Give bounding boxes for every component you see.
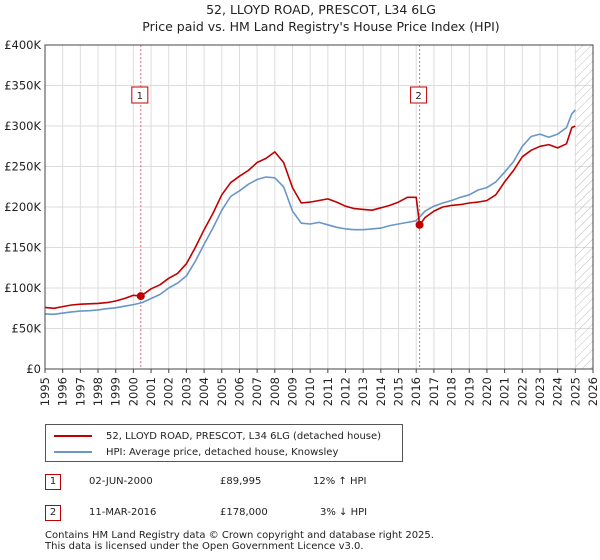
plot-frame: [44, 44, 594, 370]
x-tick-label: 2009: [285, 377, 299, 406]
sale-points: [136, 220, 424, 301]
x-tick-label: 2021: [498, 377, 512, 406]
chart-title: 52, LLOYD ROAD, PRESCOT, L34 6LG: [206, 2, 436, 17]
legend-item-property: 52, LLOYD ROAD, PRESCOT, L34 6LG (detach…: [54, 429, 381, 443]
x-tick-label: 1996: [56, 377, 70, 406]
transaction-price: £89,995: [220, 476, 262, 487]
transaction-badge: 2: [45, 505, 61, 521]
x-tick-label: 1999: [109, 377, 123, 406]
transaction-delta: 12% ↑ HPI: [313, 476, 367, 487]
sale-badge: [410, 86, 428, 104]
x-tick-label: 2015: [392, 377, 406, 406]
price-chart: 52, LLOYD ROAD, PRESCOT, L34 6LG Price p…: [4, 2, 600, 406]
x-tick-label: 2007: [250, 377, 264, 406]
transaction-delta: 3% ↓ HPI: [320, 507, 368, 518]
y-tick-label: £150K: [4, 241, 41, 255]
legend: 52, LLOYD ROAD, PRESCOT, L34 6LG (detach…: [45, 424, 403, 462]
x-tick-label: 2024: [551, 377, 565, 406]
x-tick-label: 2003: [179, 377, 193, 406]
x-tick-label: 2006: [232, 377, 246, 406]
hatch-area: [575, 45, 593, 369]
footer: Contains HM Land Registry data © Crown c…: [45, 530, 434, 552]
x-tick-label: 2010: [303, 377, 317, 406]
x-tick-label: 2017: [427, 377, 441, 406]
x-axis-labels: 1995 1996 1997 1998 1999 2000 2001 2002 2003 2004…: [38, 377, 600, 406]
transaction-badge: 1: [45, 474, 61, 490]
x-tick-label: 2004: [197, 377, 211, 406]
x-tick-label: 2001: [144, 377, 158, 406]
y-axis-labels: £0 £50K £100K £150K £200K £250K £300K £350K £400…: [4, 38, 41, 376]
y-tick-label: £250K: [4, 160, 41, 174]
legend-label-property: 52, LLOYD ROAD, PRESCOT, L34 6LG (detach…: [106, 430, 382, 442]
x-tick-label: 2016: [409, 377, 423, 406]
transaction-price: £178,000: [220, 507, 268, 518]
x-tick-label: 2026: [586, 377, 600, 406]
y-tick-label: £400K: [4, 38, 41, 52]
chart-subtitle: Price paid vs. HM Land Registry's House …: [142, 19, 499, 34]
series-line: [44, 109, 576, 316]
sale-point: [415, 220, 424, 229]
y-tick-label: £0: [26, 362, 41, 376]
legend-line-property: [54, 435, 92, 437]
y-tick-label: £200K: [4, 200, 41, 214]
y-tick-label: £350K: [4, 79, 41, 93]
x-tick-label: 2018: [445, 377, 459, 406]
sale-point: [136, 292, 145, 301]
x-tick-label: 2000: [126, 377, 140, 406]
x-tick-label: 2002: [162, 377, 176, 406]
x-tick-label: 2020: [480, 377, 494, 406]
series-line: [44, 125, 576, 310]
x-tick-label: 1995: [38, 377, 52, 406]
transaction-date: 02-JUN-2000: [89, 476, 153, 487]
x-tick-label: 2019: [462, 377, 476, 406]
x-tick-label: 2013: [356, 377, 370, 406]
legend-item-hpi: HPI: Average price, detached house, Know…: [54, 445, 338, 459]
sale-badge: [131, 86, 149, 104]
x-tick-label: 2008: [268, 377, 282, 406]
x-tick-label: 2023: [533, 377, 547, 406]
y-tick-label: £300K: [4, 119, 41, 133]
footer-copyright: Contains HM Land Registry data © Crown c…: [45, 530, 434, 541]
grid: [44, 44, 594, 373]
footer-licence: This data is licensed under the Open Gov…: [45, 541, 364, 552]
y-tick-label: £50K: [12, 322, 42, 336]
forecast-hatch-region: [575, 45, 593, 369]
legend-line-hpi: [54, 451, 92, 453]
transaction-date: 11-MAR-2016: [89, 507, 157, 518]
sale-badge-label: 2: [415, 91, 421, 102]
x-tick-label: 2005: [215, 377, 229, 406]
x-tick-label: 2025: [568, 377, 582, 406]
series-lines: [44, 109, 576, 316]
x-tick-label: 2012: [339, 377, 353, 406]
x-tick-label: 2014: [374, 377, 388, 406]
x-tick-label: 2011: [321, 377, 335, 406]
x-tick-label: 2022: [515, 377, 529, 406]
sale-badge-label: 1: [137, 91, 143, 102]
x-tick-label: 1997: [73, 377, 87, 406]
y-tick-label: £100K: [4, 281, 41, 295]
legend-label-hpi: HPI: Average price, detached house, Know…: [106, 446, 339, 458]
x-tick-label: 1998: [91, 377, 105, 406]
